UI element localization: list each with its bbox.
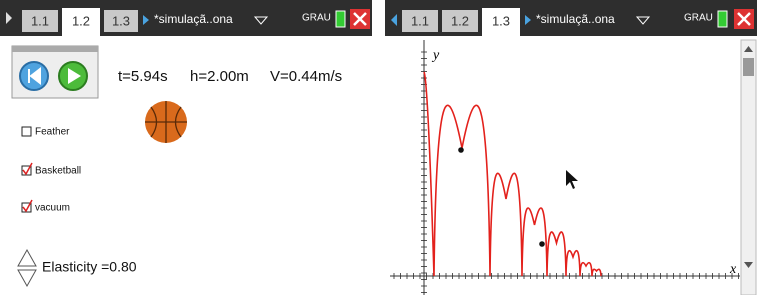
checkbox-label: Feather [35,127,70,138]
checkbox-label: Basketball [35,166,81,177]
left-panel: 1.1 1.2 1.3 *simulaçã..ona GRAU t=5.94s … [0,0,372,295]
document-name[interactable]: *simulaçã..ona [536,12,615,26]
right-panel: 1.1 1.2 1.3 *simulaçã..ona GRAU y x [385,0,757,295]
scrollbar[interactable] [741,40,756,295]
tab-label: 1.1 [31,13,49,28]
checkbox[interactable] [22,127,31,136]
checkbox-label: vacuum [35,203,70,214]
mode: GRAU [684,13,713,24]
battery [336,11,345,27]
basketball [145,101,187,143]
point [539,241,545,247]
screen: 1.1 1.2 1.3 *simulaçã..ona GRAU t=5.94s … [0,0,757,295]
velocity-readout: V=0.44m/s [270,68,342,85]
toolbar-header [12,46,98,52]
elasticity: Elasticity =0.80 [42,259,137,275]
x-axis-label: x [729,262,737,277]
tab-label: 1.3 [492,13,510,28]
tab-label: 1.2 [72,13,90,28]
document-name[interactable]: *simulaçã..ona [154,12,233,26]
panel-bg [0,0,372,295]
tab-label: 1.3 [112,13,130,28]
point [458,147,464,153]
mode: GRAU [302,13,331,24]
tab-label: 1.2 [451,13,469,28]
height-readout: h=2.00m [190,68,249,85]
time-readout: t=5.94s [118,68,168,85]
tab-label: 1.1 [411,13,429,28]
scroll-thumb[interactable] [743,58,754,76]
battery [718,11,727,27]
y-axis-label: y [431,48,440,63]
